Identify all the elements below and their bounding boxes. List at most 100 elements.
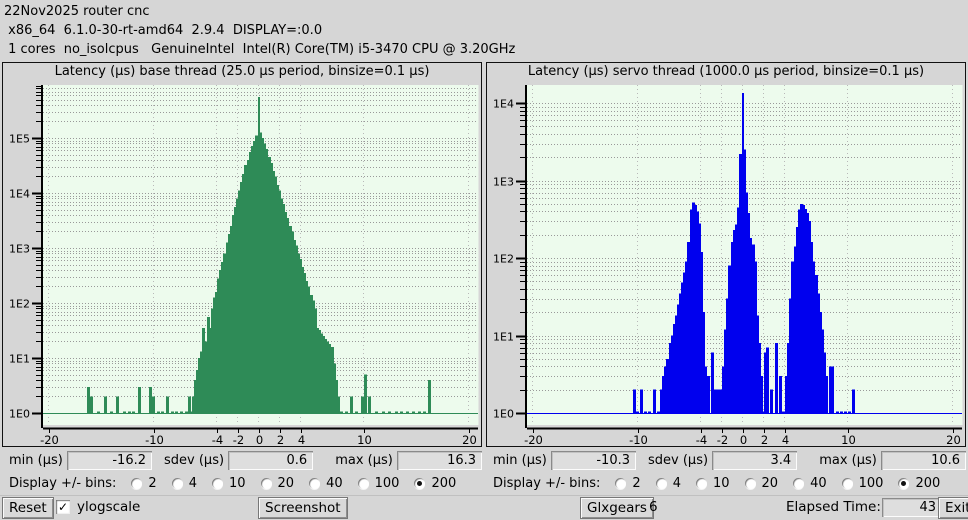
svg-text:-10: -10	[145, 433, 164, 446]
base-bins-radio-40[interactable]: 40	[309, 476, 343, 491]
svg-text:10: 10	[841, 433, 856, 446]
reset-button[interactable]: Reset	[2, 497, 54, 519]
base-bins-radiogroup: 2 4 10 20 40 100 200	[116, 476, 456, 491]
screenshot-button[interactable]: Screenshot	[258, 497, 348, 519]
display-bins-label: Display +/- bins:	[9, 475, 117, 491]
base-bins-radio-100[interactable]: 100	[357, 475, 400, 491]
max-label: max (µs)	[819, 453, 877, 468]
sdev-label: sdev (µs)	[648, 453, 709, 468]
system-info-header: 22Nov2025 router cnc x86_64 6.1.0-30-rt-…	[0, 0, 968, 59]
servo-thread-chart-title: Latency (µs) servo thread (1000.0 µs per…	[527, 64, 925, 79]
base-max-entry[interactable]: 16.3	[396, 451, 483, 470]
radio-icon	[211, 477, 223, 489]
servo-bins-radio-100[interactable]: 100	[841, 475, 884, 491]
svg-text:0: 0	[256, 433, 263, 446]
radio-icon	[357, 477, 369, 489]
base-bins-radio-20[interactable]: 20	[260, 475, 295, 491]
svg-text:2: 2	[761, 433, 768, 446]
svg-text:-20: -20	[524, 433, 543, 446]
svg-text:10: 10	[357, 433, 372, 446]
svg-text:1E4: 1E4	[493, 98, 514, 111]
base-thread-stats-row: min (µs) -16.2 sdev (µs) 0.6 max (µs) 16…	[2, 449, 483, 472]
bottom-control-bar: Reset ✓ ylogscale Screenshot Glxgears 6 …	[0, 495, 968, 520]
radio-icon	[131, 477, 143, 489]
servo-bins-radio-20[interactable]: 20	[744, 475, 779, 491]
svg-text:1E3: 1E3	[9, 243, 30, 256]
ylogscale-checkbox[interactable]: ✓	[56, 500, 70, 514]
elapsed-time-label: Elapsed Time:	[786, 499, 881, 515]
base-bins-radio-2[interactable]: 2	[131, 475, 157, 491]
servo-bins-radiogroup: 2 4 10 20 40 100 200	[600, 476, 940, 491]
radio-icon	[171, 477, 183, 489]
radio-label: 100	[374, 475, 400, 491]
header-date-machine: 22Nov2025 router cnc	[4, 4, 150, 19]
svg-text:1E0: 1E0	[9, 408, 30, 421]
radio-icon	[414, 477, 426, 489]
radio-icon	[744, 477, 756, 489]
radio-label: 100	[858, 475, 884, 491]
svg-text:-20: -20	[40, 433, 59, 446]
servo-bins-radio-40[interactable]: 40	[793, 476, 827, 491]
svg-text:1E5: 1E5	[9, 133, 30, 146]
radio-label: 2	[148, 475, 157, 491]
servo-thread-bins-row: Display +/- bins: 2 4 10 20 40 100 200	[486, 472, 966, 494]
svg-text:4: 4	[298, 433, 305, 446]
base-thread-column: Latency (µs) base thread (25.0 µs period…	[2, 62, 483, 494]
servo-bins-radio-2[interactable]: 2	[615, 475, 641, 491]
ylogscale-label[interactable]: ylogscale	[77, 499, 141, 515]
radio-label: 40	[810, 475, 827, 491]
base-sdev-entry[interactable]: 0.6	[228, 451, 314, 470]
svg-text:4: 4	[782, 433, 789, 446]
radio-icon	[655, 477, 667, 489]
exit-button[interactable]: Exit	[938, 497, 968, 519]
radio-label: 40	[326, 475, 343, 491]
header-cpu-info: 1 cores no_isolcpus GenuineIntel Intel(R…	[4, 42, 516, 57]
radio-label: 10	[228, 475, 246, 491]
radio-icon	[695, 477, 707, 489]
base-bins-radio-10[interactable]: 10	[211, 475, 246, 491]
svg-text:1E0: 1E0	[493, 408, 514, 421]
servo-max-entry[interactable]: 10.6	[880, 451, 967, 470]
servo-sdev-entry[interactable]: 3.4	[712, 451, 798, 470]
radio-label: 20	[277, 475, 295, 491]
svg-text:1E1: 1E1	[493, 331, 514, 344]
servo-bins-radio-200[interactable]: 200	[898, 476, 940, 491]
radio-label: 4	[188, 475, 197, 491]
base-thread-bins-row: Display +/- bins: 2 4 10 20 40 100 200	[2, 472, 482, 494]
servo-min-entry[interactable]: -10.3	[550, 451, 636, 470]
svg-text:20: 20	[462, 433, 477, 446]
svg-text:2: 2	[277, 433, 284, 446]
svg-text:20: 20	[946, 433, 961, 446]
base-thread-chart-title: Latency (µs) base thread (25.0 µs period…	[54, 64, 430, 79]
base-min-entry[interactable]: -16.2	[66, 451, 152, 470]
radio-icon	[615, 477, 627, 489]
base-bins-radio-4[interactable]: 4	[171, 475, 197, 491]
svg-text:1E2: 1E2	[493, 253, 514, 266]
radio-label: 200	[431, 475, 457, 491]
base-bins-radio-200[interactable]: 200	[414, 476, 456, 491]
radio-label: 2	[632, 475, 641, 491]
radio-icon	[898, 477, 910, 489]
radio-icon	[841, 477, 853, 489]
svg-text:-4: -4	[212, 433, 223, 446]
radio-label: 200	[915, 475, 941, 491]
base-thread-chart-panel: Latency (µs) base thread (25.0 µs period…	[2, 62, 482, 447]
servo-thread-column: Latency (µs) servo thread (1000.0 µs per…	[486, 62, 967, 494]
svg-text:-2: -2	[233, 433, 244, 446]
servo-thread-stats-row: min (µs) -10.3 sdev (µs) 3.4 max (µs) 10…	[486, 449, 967, 472]
svg-text:1E3: 1E3	[493, 176, 514, 189]
header-kernel-info: x86_64 6.1.0-30-rt-amd64 2.9.4 DISPLAY=:…	[4, 23, 323, 38]
radio-label: 20	[761, 475, 779, 491]
glxgears-count: 6	[649, 499, 658, 515]
servo-bins-radio-10[interactable]: 10	[695, 476, 730, 491]
servo-thread-chart-panel: Latency (µs) servo thread (1000.0 µs per…	[486, 62, 966, 447]
glxgears-button[interactable]: Glxgears	[580, 497, 654, 519]
radio-icon	[260, 477, 272, 489]
servo-bins-radio-4[interactable]: 4	[655, 476, 681, 491]
elapsed-time-entry[interactable]: 43	[882, 498, 942, 517]
svg-text:0: 0	[740, 433, 747, 446]
max-label: max (µs)	[335, 453, 393, 468]
